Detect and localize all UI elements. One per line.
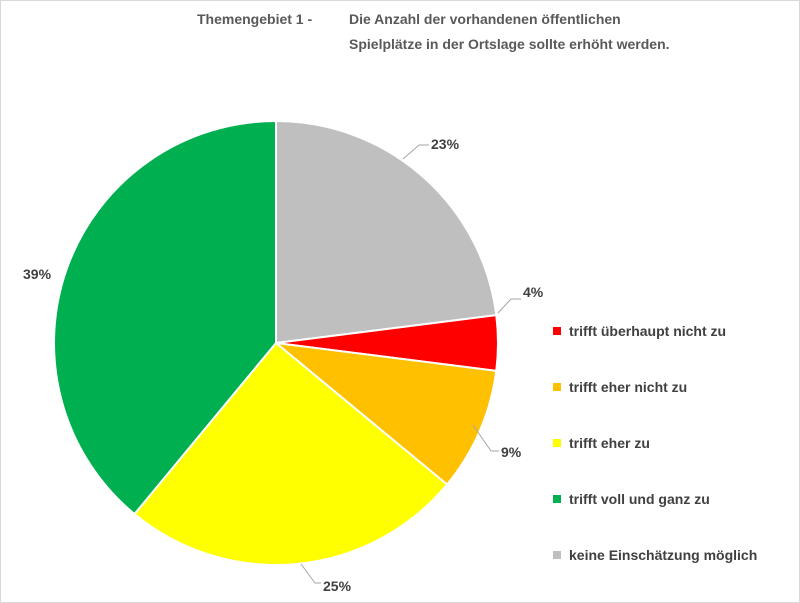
leader-line-2 bbox=[472, 424, 499, 452]
leader-line-1 bbox=[497, 298, 521, 314]
data-label-4: 39% bbox=[23, 266, 52, 282]
legend-label: trifft eher zu bbox=[569, 435, 650, 451]
data-label-2: 9% bbox=[501, 444, 522, 460]
leader-line-3 bbox=[300, 563, 321, 584]
chart-title-line1: Die Anzahl der vorhandenen öffentlichen bbox=[349, 11, 621, 27]
legend-swatch bbox=[553, 551, 561, 559]
legend-label: trifft eher nicht zu bbox=[569, 379, 688, 395]
legend-label: keine Einschätzung möglich bbox=[569, 547, 758, 563]
data-label-5: 23% bbox=[431, 136, 460, 152]
data-label-3: 25% bbox=[323, 578, 352, 594]
pie-slice-5 bbox=[275, 119, 498, 345]
pie-slice-3 bbox=[133, 341, 449, 566]
pie-slice-4 bbox=[53, 119, 277, 516]
legend-label: trifft voll und ganz zu bbox=[569, 491, 710, 507]
legend-label: trifft überhaupt nicht zu bbox=[569, 323, 727, 339]
legend-swatch bbox=[553, 495, 561, 503]
pie-slice-2 bbox=[272, 341, 498, 486]
legend-swatch bbox=[553, 327, 561, 335]
leader-line-5 bbox=[402, 144, 429, 160]
data-label-1: 4% bbox=[523, 284, 544, 300]
legend-swatch bbox=[553, 439, 561, 447]
chart-title-line2: Spielplätze in der Ortslage sollte erhöh… bbox=[349, 36, 670, 52]
chart-title-prefix: Themengebiet 1 - bbox=[197, 11, 313, 27]
legend-swatch bbox=[553, 383, 561, 391]
